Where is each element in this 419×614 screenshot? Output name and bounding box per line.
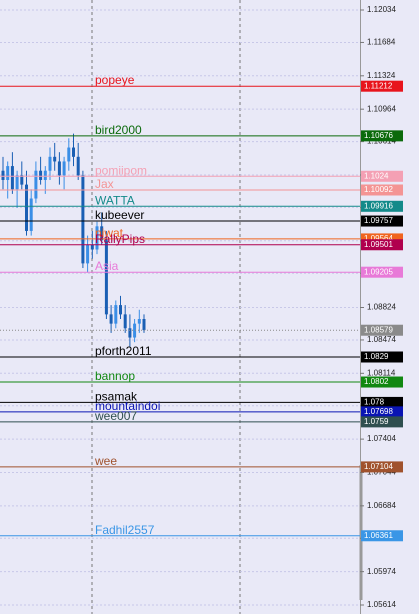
level-tag [361, 351, 403, 363]
level-tag-label: 1.07698 [364, 407, 393, 416]
level-name: Jax [95, 177, 114, 191]
level-tag-label: 1.09564 [364, 234, 393, 243]
level-name: bannop [95, 369, 135, 383]
y-tick-label: 1.08824 [367, 303, 396, 312]
y-tick-label: 1.08114 [367, 368, 396, 377]
candle-body [128, 328, 132, 338]
candle-body [48, 156, 52, 171]
y-tick-label: 1.11684 [367, 38, 396, 47]
level-tag-label: 1.06361 [364, 531, 393, 540]
level-tag [361, 80, 403, 92]
candle-body [81, 175, 85, 264]
y-tick-label: 1.07404 [367, 434, 396, 443]
candle-body [62, 161, 66, 176]
level-name: mountaindoi [95, 399, 160, 413]
y-tick-label: 1.10964 [367, 104, 396, 113]
level-tag-label: 1.0802 [364, 377, 389, 386]
level-tag-label: 1.11212 [364, 81, 393, 90]
level-tag-label: 1.0829 [364, 352, 389, 361]
level-name: kubeever [95, 208, 144, 222]
candle-body [109, 314, 113, 324]
level-name: wee007 [94, 409, 137, 423]
candle-body [67, 147, 71, 162]
y-tick-label: 1.05614 [367, 600, 396, 609]
level-tag [361, 461, 403, 473]
candle-body [20, 175, 24, 185]
candle-body [95, 226, 99, 250]
candle-body [29, 198, 33, 231]
candle-body [123, 314, 127, 329]
candle-body [119, 305, 122, 315]
level-name: psamak [95, 389, 138, 403]
y-tick-label: 1.05974 [367, 567, 396, 576]
level-tag-label: 1.10092 [364, 185, 393, 194]
level-tag-label: 1.09205 [364, 267, 393, 276]
level-name: Asia [95, 259, 119, 273]
level-name: niwat [95, 226, 124, 240]
level-tag [361, 416, 403, 428]
level-tag-label: 1.078 [364, 398, 385, 407]
candle-body [15, 175, 19, 190]
candle-body [100, 226, 104, 241]
level-name: wee [94, 454, 117, 468]
level-tag [361, 184, 403, 196]
level-tag [361, 130, 403, 142]
candle-body [90, 244, 94, 250]
y-tick-label: 1.11324 [367, 71, 396, 80]
level-tag [361, 200, 403, 212]
candle-body [76, 156, 80, 176]
level-name: pforth2011 [95, 344, 152, 358]
level-name: RallyPips [95, 232, 145, 246]
level-tag [361, 233, 403, 245]
candle-body [1, 170, 5, 180]
candle-body [142, 319, 146, 331]
level-name: Fadhil2557 [95, 523, 155, 537]
candle-body [114, 305, 118, 324]
candle-body [57, 161, 61, 176]
level-name: bird2000 [95, 123, 142, 137]
level-tag [361, 215, 403, 227]
level-tag-label: 1.09916 [364, 201, 393, 210]
level-tag-label: 1.09757 [364, 216, 393, 225]
candle-body [133, 323, 137, 338]
level-tag [361, 406, 403, 418]
y-tick-label: 1.08474 [367, 335, 396, 344]
level-name: pomiipom [95, 163, 147, 177]
candle-body [86, 244, 90, 264]
candle-body [72, 147, 75, 157]
level-tag [361, 396, 403, 408]
bid-tag-label: 1.08579 [364, 325, 393, 334]
candle-body [43, 170, 47, 180]
candle-body [6, 166, 10, 180]
level-name: WATTA [95, 193, 135, 207]
candle-body [39, 170, 43, 180]
candle-body [104, 240, 108, 315]
level-tag-label: 1.07104 [364, 462, 393, 471]
level-tag [361, 376, 403, 388]
y-tick-label: 1.06684 [367, 501, 396, 510]
level-tag [361, 170, 403, 182]
y-tick-label: 1.12034 [367, 5, 396, 14]
level-tag [361, 530, 403, 542]
candle-body [34, 170, 38, 199]
level-tag-label: 1.0759 [364, 417, 389, 426]
level-tag-label: 1.1024 [364, 171, 389, 180]
level-tag [361, 266, 403, 278]
candle-body [10, 166, 14, 190]
candle-body [25, 184, 28, 231]
candle-body [53, 156, 57, 162]
level-tag-label: 1.10676 [364, 131, 393, 140]
level-tag [361, 239, 403, 251]
bid-tag [361, 324, 403, 336]
level-name: popeye [95, 73, 135, 87]
level-tag-label: 1.09501 [364, 240, 393, 249]
candle-body [137, 319, 141, 324]
